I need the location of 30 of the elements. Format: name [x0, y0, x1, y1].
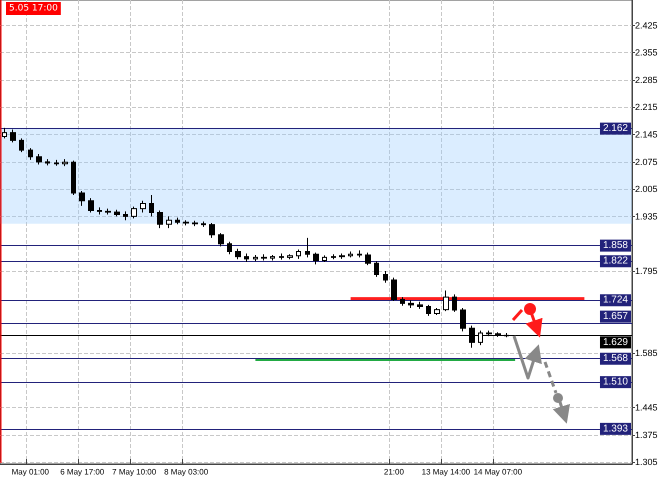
x-tick-label: 13 May 14:00 [422, 468, 471, 476]
y-tick-label: 1.445 [635, 402, 658, 412]
x-tick-label: 7 May 10:00 [112, 468, 157, 476]
y-tick-label: 2.355 [635, 48, 658, 58]
x-tick-label: 8 May 03:00 [164, 468, 209, 476]
y-tick-label: 2.005 [635, 184, 658, 194]
y-tick-label: 1.305 [635, 457, 658, 468]
y-tick-label: 2.215 [635, 102, 658, 112]
y-tick-label: 1.795 [635, 266, 658, 276]
ref-line-label: 1.822 [602, 256, 628, 267]
x-tick-label: 14 May 07:00 [474, 468, 523, 476]
ref-line-label: 1.510 [602, 376, 628, 388]
y-tick-label: 2.145 [635, 130, 658, 140]
y-tick-label: 2.285 [635, 74, 658, 85]
ref-line-label: 1.393 [602, 423, 628, 434]
x-tick-label: 6 May 17:00 [60, 468, 105, 476]
ref-line-label: 2.162 [602, 123, 628, 134]
y-tick-label: 1.375 [635, 430, 658, 440]
y-tick-label: 1.935 [635, 211, 658, 222]
y-tick-label: 2.425 [635, 20, 658, 30]
x-tick-label: 21:00 [384, 468, 404, 476]
ref-line-label: 1.629 [602, 336, 628, 348]
ref-line-label: 1.724 [602, 294, 628, 306]
x-tick-label: May 01:00 [12, 468, 50, 476]
annotation: 5.05 17:00 [9, 4, 58, 14]
ref-line-label: 1.568 [602, 353, 628, 364]
ref-line-label: 1.858 [602, 240, 628, 252]
y-tick-label: 1.585 [635, 348, 658, 358]
ref-line-label: 1.657 [602, 311, 628, 322]
y-tick-label: 2.075 [635, 156, 658, 167]
